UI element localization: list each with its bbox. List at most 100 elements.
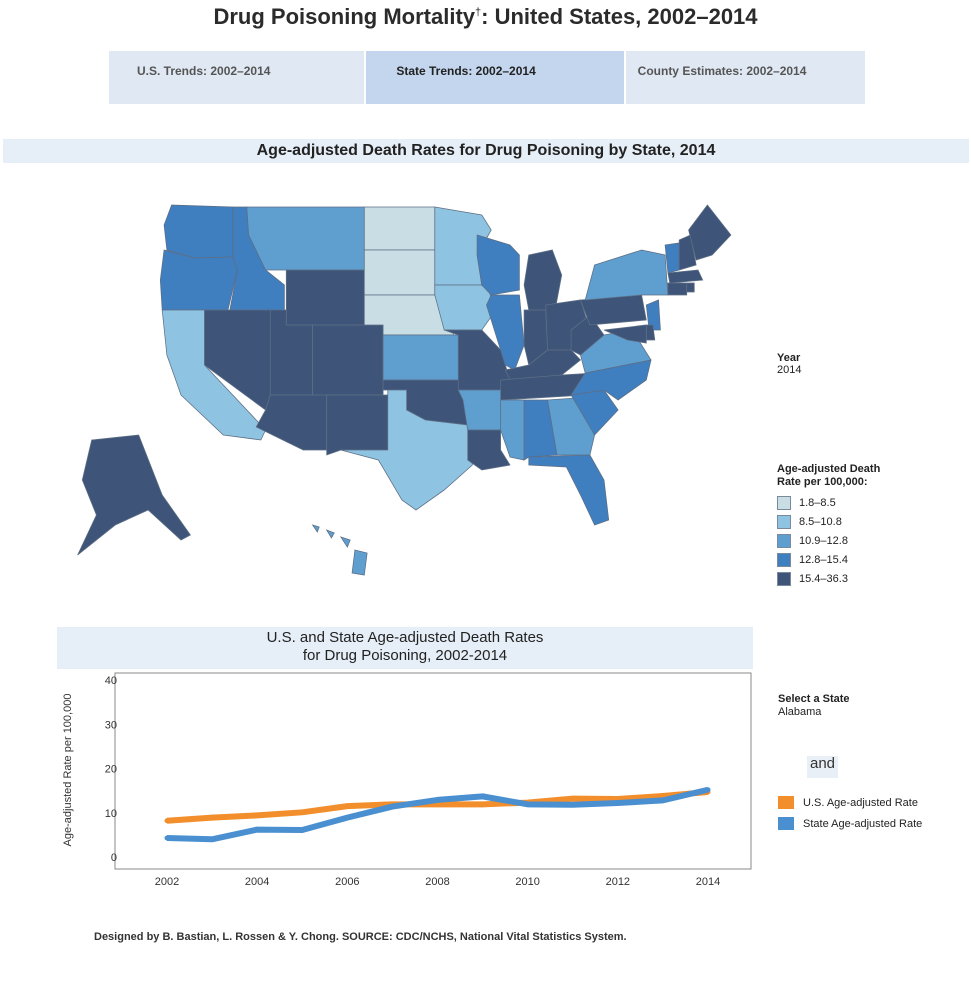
state-select-value[interactable]: Alabama [778, 706, 822, 718]
x-tick-label: 2004 [245, 876, 269, 888]
us-rate-point-2002[interactable] [164, 818, 170, 824]
state-illinois[interactable] [486, 294, 525, 371]
state-washington[interactable] [163, 204, 234, 259]
state-maine[interactable] [688, 204, 732, 261]
line-legend-row[interactable]: U.S. Age-adjusted Rate [778, 792, 922, 813]
legend-swatch-3 [777, 552, 791, 567]
page-title: Drug Poisoning Mortality†: United States… [213, 4, 758, 29]
us-rate-point-2005[interactable] [299, 809, 305, 815]
tab-bar: U.S. Trends: 2002–2014 State Trends: 200… [109, 51, 865, 104]
legend-row[interactable]: 12.8–15.4 [777, 550, 907, 569]
state-oregon[interactable] [159, 249, 238, 311]
state-wyoming[interactable] [285, 269, 365, 326]
legend-label: 1.8–8.5 [799, 496, 836, 509]
line-chart-title-line-2: for Drug Poisoning, 2002-2014 [302, 647, 508, 664]
state-florida[interactable] [528, 454, 610, 526]
line-chart: Age-adjusted Rate per 100,000 0 10 20 30 40 2… [62, 672, 752, 888]
us-rate-point-2004[interactable] [254, 812, 260, 818]
state-rate-point-2008[interactable] [435, 797, 440, 803]
legend-row[interactable]: 1.8–8.5 [777, 493, 907, 512]
x-tick-label: 2014 [696, 876, 720, 888]
state-rate-point-2013[interactable] [660, 797, 666, 803]
state-alaska[interactable] [77, 434, 191, 556]
state-rate-point-2009[interactable] [480, 793, 486, 799]
legend-row[interactable]: 8.5–10.8 [777, 512, 907, 531]
state-rate-point-2003[interactable] [209, 836, 215, 842]
us-rate-point-2011[interactable] [570, 796, 576, 802]
state-mississippi[interactable] [500, 399, 525, 461]
line-legend-row[interactable]: State Age-adjusted Rate [778, 813, 922, 834]
state-rate-point-2007[interactable] [389, 804, 395, 810]
state-rate-point-2004[interactable] [254, 827, 260, 833]
us-rate-point-2009[interactable] [480, 801, 486, 807]
and-chip: and [807, 756, 838, 778]
line-chart-title: U.S. and State Age-adjusted Death Rates … [57, 627, 753, 669]
state-vermont[interactable] [664, 242, 680, 274]
state-rate-point-2014[interactable] [705, 787, 711, 793]
y-tick-label: 0 [111, 852, 117, 864]
state-rate-swatch [778, 817, 794, 830]
legend-row[interactable]: 15.4–36.3 [777, 569, 907, 588]
y-tick-label: 10 [105, 808, 117, 820]
tab-county-estimates[interactable]: County Estimates: 2002–2014 [625, 51, 865, 104]
legend-label: 8.5–10.8 [799, 515, 842, 528]
map-legend-title: Age-adjusted Death Rate per 100,000: [777, 463, 881, 488]
state-hawaii[interactable] [311, 524, 368, 576]
legend-label: 10.9–12.8 [799, 534, 848, 547]
line-chart-legend: U.S. Age-adjusted Rate State Age-adjuste… [778, 792, 922, 834]
state-rate-point-2012[interactable] [615, 800, 621, 806]
map-section-title: Age-adjusted Death Rates for Drug Poison… [3, 139, 969, 163]
map-legend: Age-adjusted Death Rate per 100,000: 1.8… [777, 463, 907, 588]
state-maryland[interactable] [603, 324, 647, 344]
us-state-map [40, 195, 740, 585]
state-select[interactable]: Select a State Alabama [778, 693, 850, 718]
state-rate-point-2006[interactable] [344, 815, 350, 821]
us-rate-point-2003[interactable] [209, 815, 215, 821]
state-connecticut[interactable] [667, 282, 688, 296]
state-rhode-island[interactable] [686, 282, 695, 293]
legend-swatch-4 [777, 571, 791, 586]
y-axis-title: Age-adjusted Rate per 100,000 [62, 694, 74, 847]
year-filter-label: Year [777, 352, 801, 364]
state-massachusetts[interactable] [667, 269, 704, 284]
state-select-label: Select a State [778, 693, 850, 705]
legend-row[interactable]: 10.9–12.8 [777, 531, 907, 550]
line-legend-label: U.S. Age-adjusted Rate [803, 796, 918, 809]
state-montana[interactable] [246, 206, 365, 271]
legend-swatch-2 [777, 533, 791, 548]
state-south-dakota[interactable] [363, 249, 436, 296]
state-rate-point-2010[interactable] [525, 801, 531, 807]
state-rate-point-2011[interactable] [570, 802, 576, 808]
year-filter[interactable]: Year 2014 [777, 352, 801, 376]
tab-state-trends[interactable]: State Trends: 2002–2014 [366, 51, 626, 104]
x-tick-label: 2008 [425, 876, 449, 888]
state-michigan[interactable] [523, 249, 563, 311]
legend-label: 12.8–15.4 [799, 553, 848, 566]
y-tick-label: 40 [105, 675, 117, 687]
state-new-york[interactable] [584, 249, 669, 301]
year-filter-value: 2014 [777, 364, 802, 376]
x-tick-label: 2002 [155, 876, 179, 888]
line-chart-title-line-1: U.S. and State Age-adjusted Death Rates [266, 629, 544, 646]
state-kansas[interactable] [382, 334, 459, 381]
state-delaware[interactable] [645, 324, 656, 341]
state-colorado[interactable] [312, 324, 384, 396]
state-new-jersey[interactable] [645, 299, 661, 331]
x-tick-label: 2012 [606, 876, 630, 888]
state-alabama[interactable] [523, 399, 558, 461]
footer-credits: Designed by B. Bastian, L. Rossen & Y. C… [94, 931, 627, 943]
state-new-mexico[interactable] [326, 394, 389, 456]
state-iowa[interactable] [434, 284, 497, 331]
x-tick-label: 2006 [335, 876, 359, 888]
legend-label: 15.4–36.3 [799, 572, 848, 585]
state-rate-point-2002[interactable] [164, 835, 170, 841]
state-north-dakota[interactable] [363, 206, 436, 251]
tab-us-trends[interactable]: U.S. Trends: 2002–2014 [109, 51, 367, 104]
legend-swatch-1 [777, 514, 791, 529]
legend-swatch-0 [777, 495, 791, 510]
choropleth-map-svg [77, 204, 732, 576]
state-rate-point-2005[interactable] [299, 827, 305, 833]
us-rate-swatch [778, 796, 794, 809]
state-wisconsin[interactable] [476, 234, 520, 296]
us-rate-point-2006[interactable] [344, 803, 350, 809]
